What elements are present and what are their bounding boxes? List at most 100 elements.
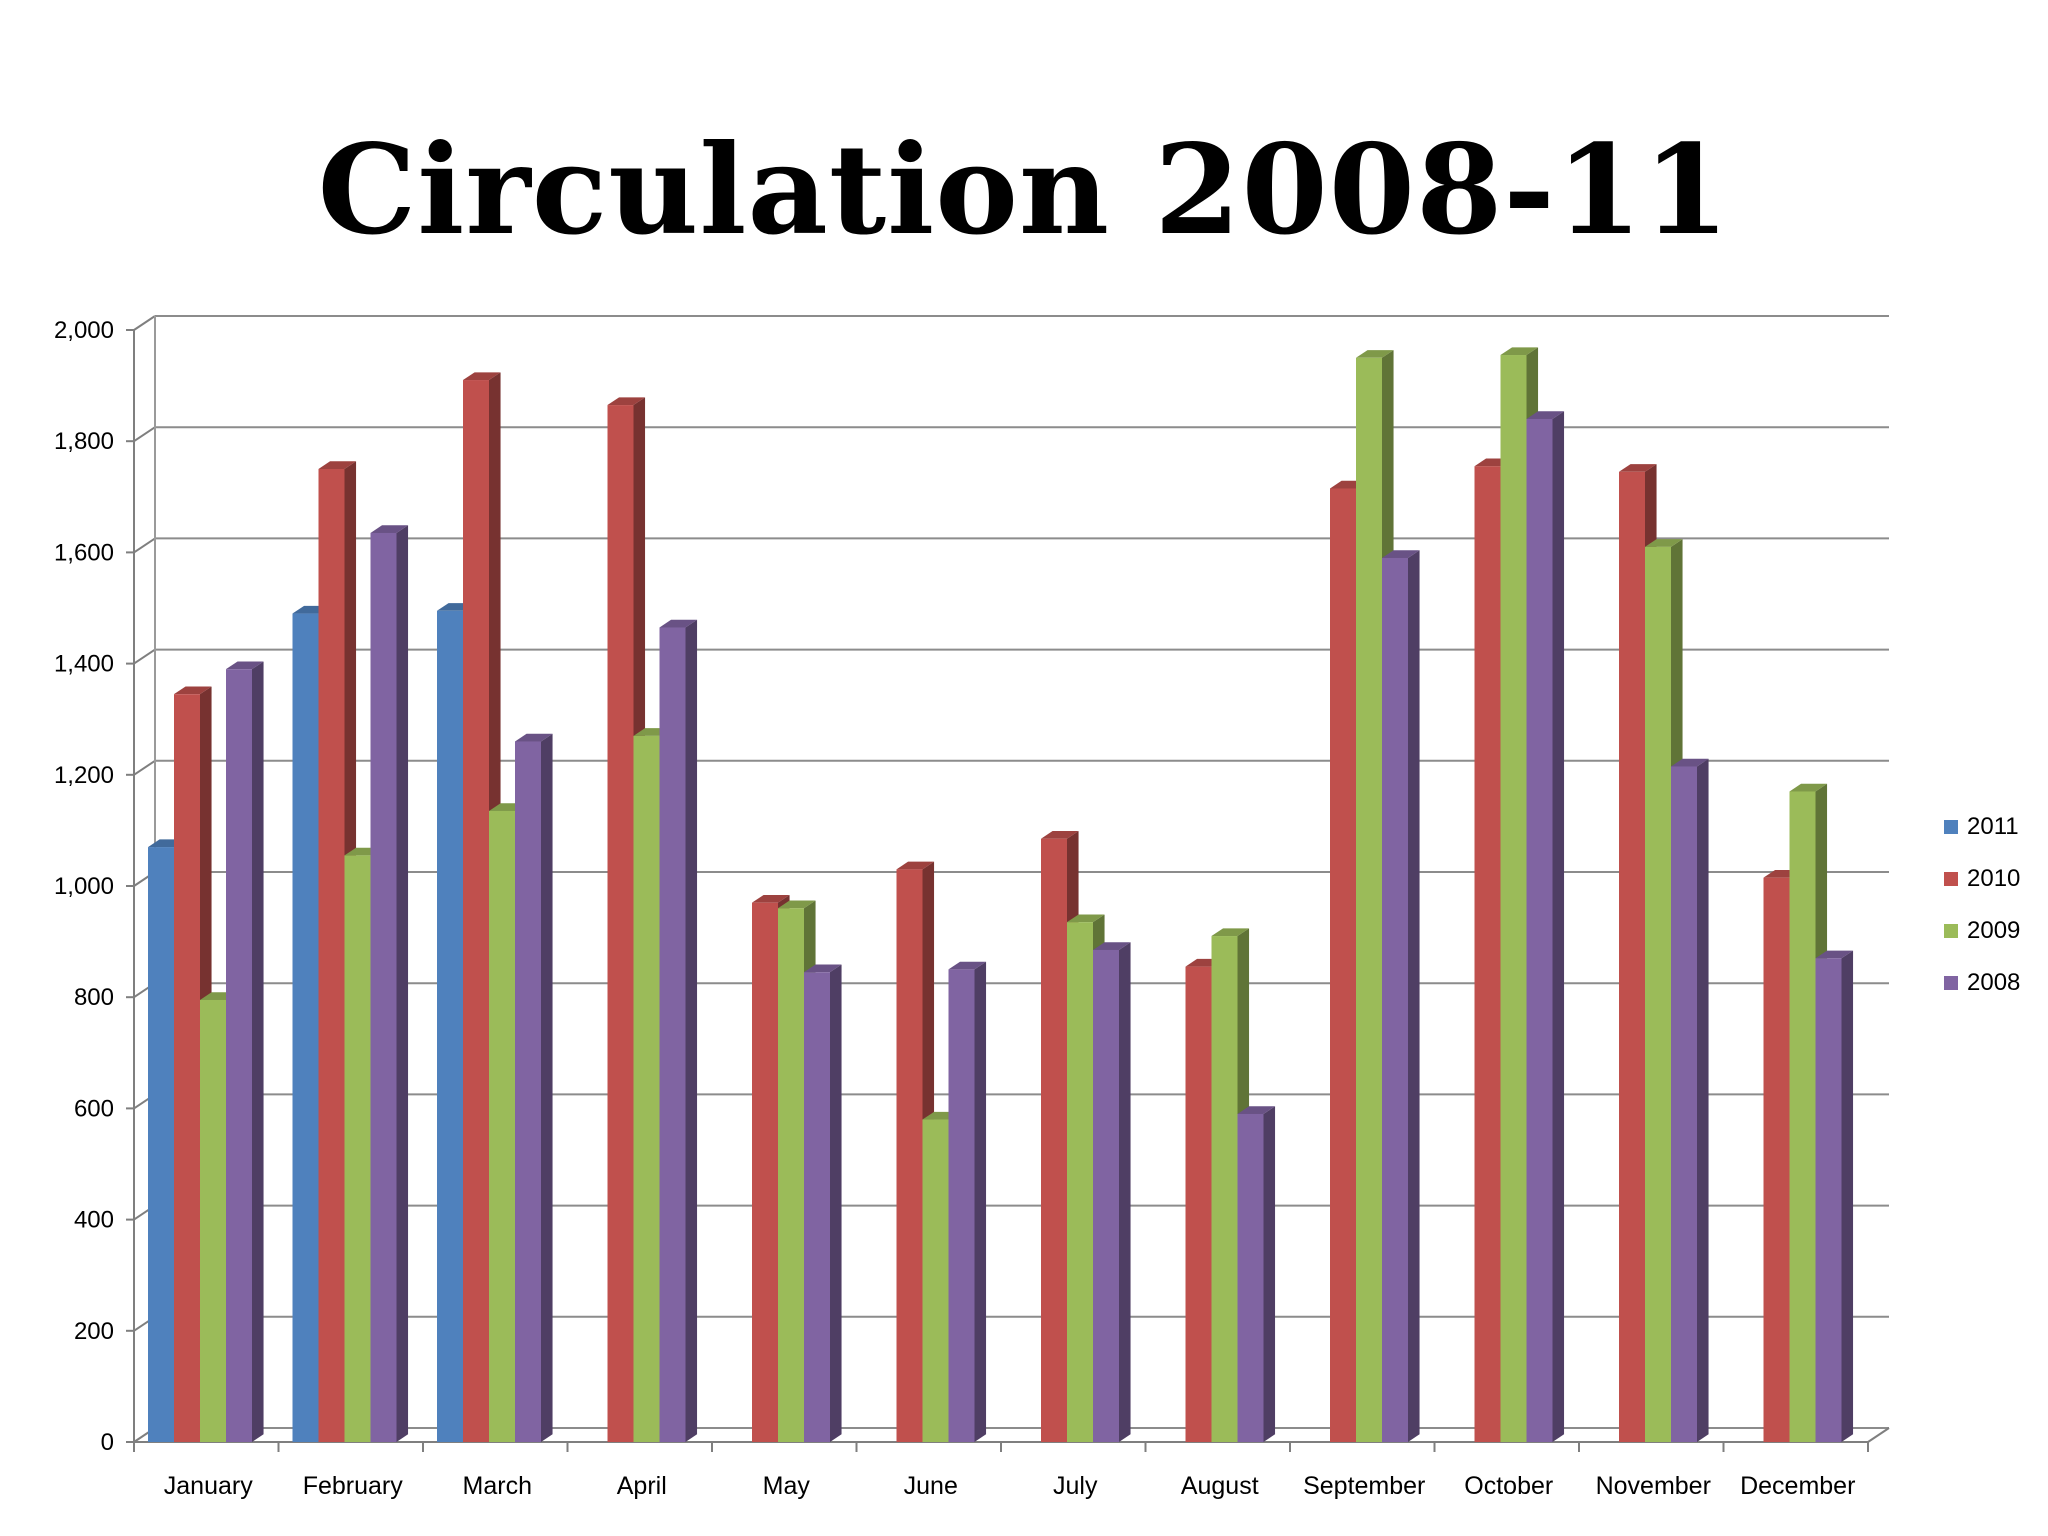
bar-side bbox=[686, 620, 698, 1442]
x-tick-label: April bbox=[617, 1472, 667, 1500]
chart-svg: 0 200 400 600 800 1,000 1,200 1,400 1,600 1,800 2,… bbox=[0, 0, 2048, 1536]
bar-front bbox=[1186, 967, 1212, 1442]
bar-side bbox=[1408, 550, 1420, 1442]
bar-front bbox=[1619, 472, 1645, 1442]
legend-swatch-2009 bbox=[1944, 924, 1958, 938]
bar-front bbox=[1764, 878, 1790, 1442]
bar-side bbox=[252, 661, 264, 1442]
bar-front bbox=[949, 969, 975, 1442]
y-tick-label: 400 bbox=[74, 1207, 114, 1234]
bar-front bbox=[1330, 488, 1356, 1442]
y-tick-label: 600 bbox=[74, 1095, 114, 1122]
bar-front bbox=[371, 533, 397, 1442]
gridline-depth bbox=[134, 650, 155, 664]
bar-front bbox=[897, 869, 923, 1442]
bar-front bbox=[634, 736, 660, 1442]
x-tick-label: February bbox=[303, 1472, 404, 1500]
bar-front bbox=[804, 972, 830, 1442]
bar-side bbox=[541, 734, 553, 1442]
bar-side bbox=[1119, 942, 1131, 1442]
bar-front bbox=[226, 669, 252, 1442]
x-tick-label: December bbox=[1740, 1472, 1855, 1500]
y-tick-label: 200 bbox=[74, 1318, 114, 1345]
bar-front bbox=[923, 1120, 949, 1442]
bar-2008-january bbox=[226, 661, 264, 1442]
bar-side bbox=[975, 962, 987, 1442]
bar-front bbox=[1527, 419, 1553, 1442]
bar-side bbox=[1697, 759, 1709, 1442]
legend-label-2009: 2009 bbox=[1967, 917, 2020, 944]
x-axis-labels: January February March April May June July Augu… bbox=[164, 1472, 1856, 1500]
bar-front bbox=[319, 469, 345, 1442]
y-tick-label: 1,200 bbox=[54, 762, 114, 789]
bar-front bbox=[1790, 791, 1816, 1442]
bar-front bbox=[489, 811, 515, 1442]
x-tick-label: August bbox=[1181, 1472, 1259, 1500]
x-tick-label: October bbox=[1464, 1472, 1553, 1500]
bar-front bbox=[1356, 358, 1382, 1442]
bar-2008-may bbox=[804, 964, 842, 1442]
legend-swatch-2010 bbox=[1944, 872, 1958, 886]
bar-front bbox=[1041, 839, 1067, 1442]
bar-front bbox=[1671, 766, 1697, 1442]
bar-front bbox=[1067, 922, 1093, 1442]
bar-front bbox=[293, 614, 319, 1442]
gridline-depth bbox=[134, 427, 155, 441]
bar-front bbox=[200, 1000, 226, 1442]
bar-side bbox=[830, 964, 842, 1442]
bar-2008-june bbox=[949, 962, 987, 1442]
legend-label-2008: 2008 bbox=[1967, 969, 2020, 996]
bar-front bbox=[437, 611, 463, 1442]
bar-side bbox=[1264, 1106, 1276, 1442]
bar-2008-february bbox=[371, 525, 409, 1442]
bar-front bbox=[608, 405, 634, 1442]
bar-front bbox=[1238, 1114, 1264, 1442]
gridline-depth bbox=[134, 538, 155, 552]
bar-front bbox=[148, 847, 174, 1442]
bar-front bbox=[1816, 958, 1842, 1442]
bar-front bbox=[463, 380, 489, 1442]
bar-front bbox=[1212, 936, 1238, 1442]
legend-label-2011: 2011 bbox=[1967, 813, 2019, 840]
y-tick-label: 800 bbox=[74, 984, 114, 1011]
bar-side bbox=[1553, 411, 1565, 1442]
bar-front bbox=[515, 741, 541, 1442]
x-tick-label: July bbox=[1053, 1472, 1098, 1500]
bar-front bbox=[1645, 547, 1671, 1442]
legend-label-2010: 2010 bbox=[1967, 865, 2020, 892]
y-tick-label: 1,600 bbox=[54, 539, 114, 566]
x-tick-label: June bbox=[904, 1472, 958, 1500]
y-tick-label: 1,400 bbox=[54, 651, 114, 678]
bar-front bbox=[1501, 355, 1527, 1442]
x-tick-label: March bbox=[463, 1472, 532, 1500]
bar-2008-december bbox=[1816, 951, 1854, 1442]
chart-bars bbox=[148, 347, 1853, 1442]
bar-front bbox=[1382, 558, 1408, 1442]
bar-side bbox=[1842, 951, 1854, 1442]
bar-front bbox=[1093, 950, 1119, 1442]
x-tick-label: November bbox=[1596, 1472, 1711, 1500]
gridline-depth bbox=[134, 316, 155, 330]
floor-edge bbox=[1868, 1428, 1889, 1442]
legend-swatch-2008 bbox=[1944, 976, 1958, 990]
bar-2008-march bbox=[515, 734, 553, 1442]
bar-2008-august bbox=[1238, 1106, 1276, 1442]
y-tick-label: 1,800 bbox=[54, 428, 114, 455]
x-tick-label: January bbox=[164, 1472, 253, 1500]
bar-front bbox=[1475, 466, 1501, 1442]
bar-front bbox=[778, 908, 804, 1442]
chart-legend: 2011 2010 2009 2008 bbox=[1944, 813, 2020, 996]
bar-front bbox=[174, 694, 200, 1442]
y-tick-label: 0 bbox=[101, 1429, 114, 1456]
x-tick-label: May bbox=[763, 1472, 811, 1500]
bar-2008-september bbox=[1382, 550, 1420, 1442]
bar-2008-november bbox=[1671, 759, 1709, 1442]
y-tick-label: 1,000 bbox=[54, 873, 114, 900]
bar-2008-april bbox=[660, 620, 698, 1442]
y-tick-label: 2,000 bbox=[54, 317, 114, 344]
y-axis-ticks: 0 200 400 600 800 1,000 1,200 1,400 1,600 1,800 2,… bbox=[54, 317, 134, 1456]
bar-front bbox=[345, 855, 371, 1442]
bar-front bbox=[752, 903, 778, 1442]
legend-swatch-2011 bbox=[1944, 820, 1958, 834]
x-tick-label: September bbox=[1303, 1472, 1425, 1500]
